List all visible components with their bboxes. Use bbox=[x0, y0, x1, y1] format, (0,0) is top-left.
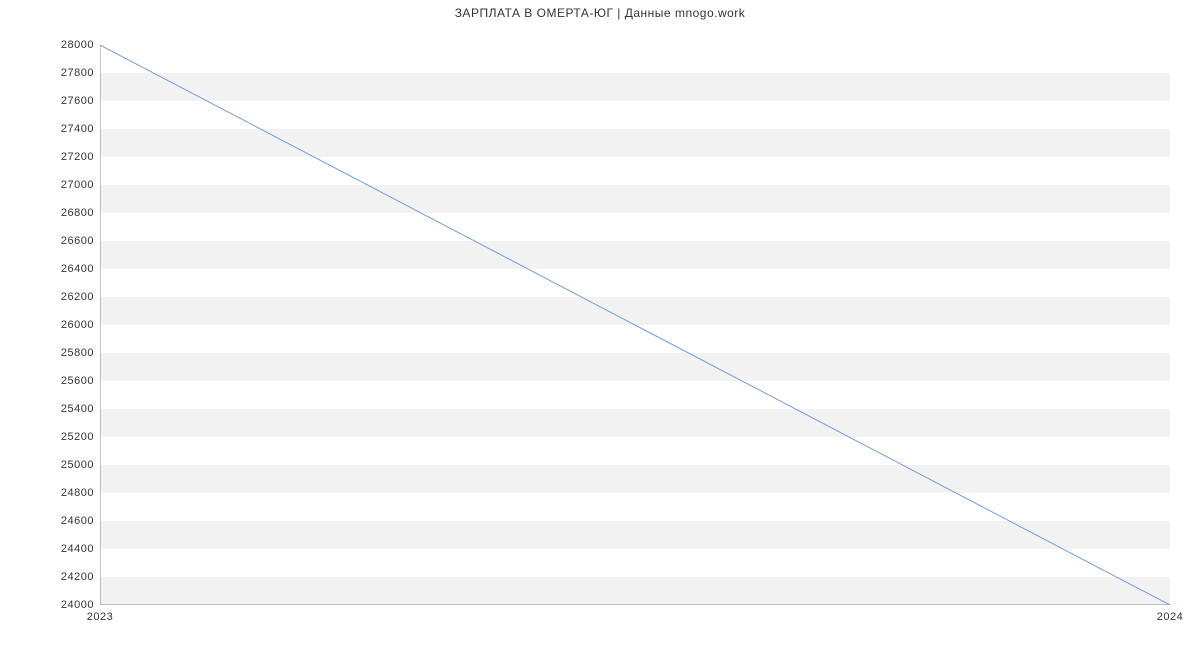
y-tick-label: 26000 bbox=[61, 319, 100, 331]
y-tick-label: 27800 bbox=[61, 67, 100, 79]
y-tick-label: 26200 bbox=[61, 291, 100, 303]
y-tick-label: 25200 bbox=[61, 431, 100, 443]
y-tick-label: 25600 bbox=[61, 375, 100, 387]
y-tick-label: 26800 bbox=[61, 207, 100, 219]
y-tick-label: 24800 bbox=[61, 487, 100, 499]
y-tick-label: 25800 bbox=[61, 347, 100, 359]
plot-area: 2400024200244002460024800250002520025400… bbox=[100, 45, 1170, 605]
y-tick-label: 24200 bbox=[61, 571, 100, 583]
chart-title: ЗАРПЛАТА В ОМЕРТА-ЮГ | Данные mnogo.work bbox=[0, 6, 1200, 20]
y-tick-label: 25000 bbox=[61, 459, 100, 471]
y-tick-label: 26600 bbox=[61, 235, 100, 247]
y-tick-label: 27200 bbox=[61, 151, 100, 163]
y-tick-label: 27400 bbox=[61, 123, 100, 135]
plot-svg bbox=[100, 45, 1170, 605]
y-tick-label: 26400 bbox=[61, 263, 100, 275]
salary-chart: ЗАРПЛАТА В ОМЕРТА-ЮГ | Данные mnogo.work… bbox=[0, 0, 1200, 650]
y-tick-label: 28000 bbox=[61, 39, 100, 51]
y-tick-label: 25400 bbox=[61, 403, 100, 415]
y-tick-label: 27600 bbox=[61, 95, 100, 107]
y-tick-label: 27000 bbox=[61, 179, 100, 191]
y-tick-label: 24400 bbox=[61, 543, 100, 555]
y-tick-label: 24600 bbox=[61, 515, 100, 527]
x-tick-label: 2023 bbox=[87, 605, 113, 623]
x-tick-label: 2024 bbox=[1157, 605, 1183, 623]
